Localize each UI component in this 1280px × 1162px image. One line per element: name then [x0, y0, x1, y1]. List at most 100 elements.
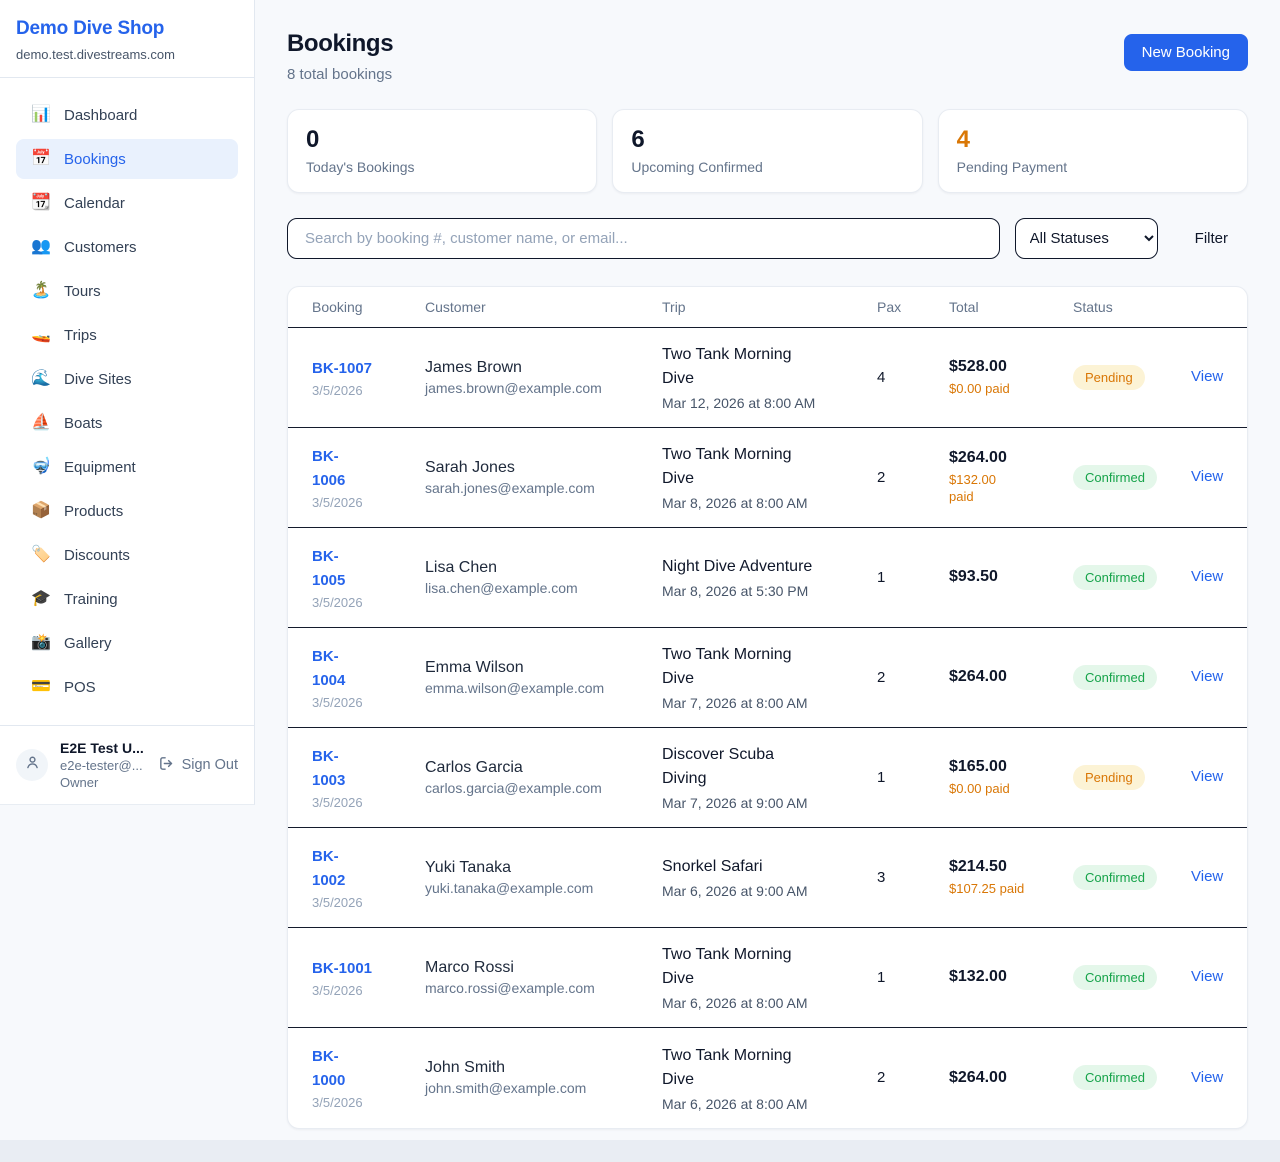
booking-id-link[interactable]: BK- 1004	[312, 647, 346, 689]
status-badge: Confirmed	[1073, 1065, 1157, 1091]
sidebar-item-customers[interactable]: 👥 Customers	[16, 227, 238, 267]
trip-datetime: Mar 12, 2026 at 8:00 AM	[662, 395, 816, 412]
nav-item-icon: 🏷️	[31, 546, 51, 563]
customer-email: james.brown@example.com	[425, 379, 602, 396]
sidebar-item-pos[interactable]: 💳 POS	[16, 667, 238, 707]
sidebar-item-bookings[interactable]: 📅 Bookings	[16, 139, 238, 179]
view-link[interactable]: View	[1191, 868, 1224, 886]
nav-item-icon: 📆	[31, 194, 51, 211]
status-cell: Confirmed	[1073, 964, 1191, 990]
nav-item-icon: ⛵	[31, 414, 51, 431]
column-header-status: Status	[1073, 298, 1113, 315]
new-booking-button[interactable]: New Booking	[1123, 34, 1248, 71]
sidebar-item-calendar[interactable]: 📆 Calendar	[16, 183, 238, 223]
filter-button[interactable]: Filter	[1173, 230, 1248, 247]
trip-datetime: Mar 6, 2026 at 8:00 AM	[662, 995, 808, 1012]
status-badge: Confirmed	[1073, 464, 1157, 490]
table-header-row: Booking Customer Trip Pax Total Status	[288, 287, 1247, 328]
trip-name: Two Tank Morning Dive	[662, 1046, 792, 1088]
view-link[interactable]: View	[1191, 568, 1224, 586]
sidebar-item-equipment[interactable]: 🤿 Equipment	[16, 447, 238, 487]
table-row: BK- 1002 3/5/2026 Yuki Tanaka yuki.tanak…	[288, 828, 1247, 928]
trip-cell: Two Tank Morning Dive Mar 6, 2026 at 8:0…	[662, 943, 877, 1011]
actions-cell: View	[1191, 768, 1223, 786]
customer-name: James Brown	[425, 358, 522, 376]
stat-card: 0 Today's Bookings	[287, 108, 598, 193]
status-select[interactable]: All Statuses	[1014, 217, 1158, 259]
nav-item-label: Gallery	[64, 634, 112, 652]
booking-id-link[interactable]: BK- 1003	[312, 747, 346, 789]
status-badge: Confirmed	[1073, 664, 1157, 690]
total-cell: $528.00 $0.00 paid	[949, 358, 1073, 397]
trip-cell: Two Tank Morning Dive Mar 7, 2026 at 8:0…	[662, 643, 877, 711]
sidebar-item-gallery[interactable]: 📸 Gallery	[16, 623, 238, 663]
person-icon	[24, 754, 41, 776]
paid-amount: $0.00 paid	[949, 780, 1010, 796]
sidebar-item-tours[interactable]: 🏝️ Tours	[16, 271, 238, 311]
view-link[interactable]: View	[1191, 1068, 1224, 1086]
nav-item-label: Discounts	[64, 546, 130, 564]
sidebar-item-products[interactable]: 📦 Products	[16, 491, 238, 531]
booking-id-link[interactable]: BK-1001	[312, 959, 373, 977]
booking-date: 3/5/2026	[312, 894, 363, 910]
trip-cell: Discover Scuba Diving Mar 7, 2026 at 9:0…	[662, 743, 877, 811]
view-link[interactable]: View	[1191, 668, 1224, 686]
pax-value: 1	[877, 568, 886, 586]
sidebar-item-dashboard[interactable]: 📊 Dashboard	[16, 95, 238, 135]
actions-cell: View	[1191, 568, 1223, 586]
user-email: e2e-tester@...	[60, 758, 143, 773]
customer-cell: James Brown james.brown@example.com	[425, 359, 662, 396]
booking-cell: BK-1007 3/5/2026	[312, 357, 425, 398]
customer-email: john.smith@example.com	[425, 1080, 587, 1097]
sidebar-item-trips[interactable]: 🚤 Trips	[16, 315, 238, 355]
search-input[interactable]	[287, 217, 1000, 259]
booking-id-link[interactable]: BK-1007	[312, 359, 373, 377]
paid-amount: $107.25 paid	[949, 880, 1025, 896]
status-badge: Confirmed	[1073, 564, 1157, 590]
stat-card: 4 Pending Payment	[937, 108, 1248, 193]
sidebar-item-training[interactable]: 🎓 Training	[16, 579, 238, 619]
total-cell: $214.50 $107.25 paid	[949, 858, 1073, 897]
nav-item-label: Customers	[64, 238, 137, 256]
paid-amount: $132.00 paid	[949, 472, 996, 505]
sign-out-button[interactable]: Sign Out	[158, 755, 238, 776]
stat-value: 0	[306, 125, 320, 153]
pax-value: 2	[877, 1069, 886, 1087]
avatar	[16, 749, 48, 781]
booking-id-link[interactable]: BK- 1000	[312, 1048, 346, 1090]
nav-item-icon: 📸	[31, 634, 51, 651]
customer-name: Sarah Jones	[425, 458, 515, 476]
paid-amount: $0.00 paid	[949, 380, 1010, 396]
total-cell: $132.00	[949, 968, 1073, 986]
booking-id-link[interactable]: BK- 1005	[312, 547, 346, 589]
booking-id-link[interactable]: BK- 1006	[312, 447, 346, 489]
view-link[interactable]: View	[1191, 768, 1224, 786]
status-badge: Pending	[1073, 764, 1145, 790]
booking-date: 3/5/2026	[312, 382, 363, 398]
booking-id-link[interactable]: BK- 1002	[312, 847, 346, 889]
pax-value: 1	[877, 768, 886, 786]
customer-name: Emma Wilson	[425, 658, 524, 676]
sidebar-item-dive-sites[interactable]: 🌊 Dive Sites	[16, 359, 238, 399]
view-link[interactable]: View	[1191, 468, 1224, 486]
actions-cell: View	[1191, 868, 1223, 886]
view-link[interactable]: View	[1191, 968, 1224, 986]
sidebar-item-discounts[interactable]: 🏷️ Discounts	[16, 535, 238, 575]
nav-item-icon: 🚤	[31, 326, 51, 343]
total-amount: $214.50	[949, 857, 1007, 875]
customer-email: lisa.chen@example.com	[425, 579, 578, 596]
total-amount: $132.00	[949, 968, 1007, 986]
sidebar-item-boats[interactable]: ⛵ Boats	[16, 403, 238, 443]
shop-domain: demo.test.divestreams.com	[16, 47, 175, 62]
actions-cell: View	[1191, 668, 1223, 686]
main-content: Bookings 8 total bookings New Booking 0 …	[255, 0, 1280, 1129]
nav-item-label: Tours	[64, 282, 101, 300]
pax-value: 3	[877, 868, 886, 886]
stat-label: Today's Bookings	[306, 159, 415, 176]
trip-name: Snorkel Safari	[662, 858, 763, 876]
view-link[interactable]: View	[1191, 368, 1224, 386]
status-cell: Confirmed	[1073, 464, 1191, 490]
status-badge: Pending	[1073, 364, 1145, 390]
booking-cell: BK- 1004 3/5/2026	[312, 645, 425, 710]
